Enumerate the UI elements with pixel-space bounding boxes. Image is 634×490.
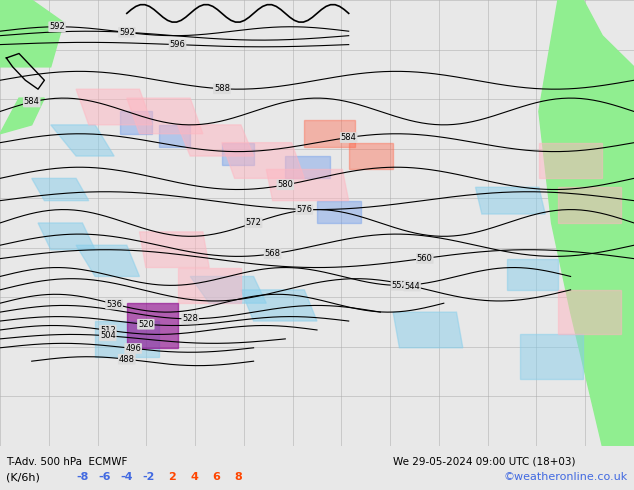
Text: 596: 596 (169, 40, 186, 49)
Polygon shape (139, 232, 209, 268)
Text: 504: 504 (100, 331, 115, 340)
Polygon shape (0, 0, 63, 67)
Polygon shape (558, 187, 621, 223)
Polygon shape (285, 156, 330, 178)
Polygon shape (158, 125, 190, 147)
Polygon shape (178, 125, 254, 156)
Polygon shape (304, 121, 355, 147)
Text: 8: 8 (235, 472, 242, 482)
Text: We 29-05-2024 09:00 UTC (18+03): We 29-05-2024 09:00 UTC (18+03) (393, 457, 576, 467)
Text: (K/6h): (K/6h) (6, 472, 40, 482)
Polygon shape (222, 143, 254, 165)
Polygon shape (558, 290, 621, 334)
Text: 544: 544 (404, 282, 420, 291)
Text: -4: -4 (120, 472, 133, 482)
Text: 6: 6 (212, 472, 220, 482)
Polygon shape (190, 276, 266, 303)
Polygon shape (222, 143, 304, 178)
Polygon shape (0, 98, 44, 134)
Text: 520: 520 (138, 320, 153, 329)
Text: 572: 572 (245, 218, 262, 227)
Text: 584: 584 (23, 98, 40, 106)
Text: 568: 568 (264, 249, 281, 258)
Polygon shape (507, 259, 558, 290)
Text: 552: 552 (392, 281, 407, 290)
Polygon shape (539, 0, 634, 446)
Polygon shape (32, 178, 89, 201)
Text: 496: 496 (125, 344, 141, 353)
Text: 584: 584 (340, 133, 357, 142)
Text: 560: 560 (417, 254, 433, 263)
Polygon shape (120, 112, 152, 134)
Text: 592: 592 (49, 22, 65, 31)
Polygon shape (539, 143, 602, 178)
Text: ©weatheronline.co.uk: ©weatheronline.co.uk (503, 472, 628, 482)
Polygon shape (266, 170, 349, 201)
Polygon shape (520, 334, 583, 379)
Polygon shape (38, 223, 95, 250)
Text: 488: 488 (119, 355, 135, 364)
Polygon shape (241, 290, 317, 321)
Polygon shape (393, 312, 463, 348)
Text: 512: 512 (100, 326, 115, 335)
Text: T-Adv. 500 hPa  ECMWF: T-Adv. 500 hPa ECMWF (6, 457, 127, 467)
Text: 576: 576 (296, 205, 313, 214)
Text: -6: -6 (98, 472, 111, 482)
Polygon shape (127, 98, 203, 134)
Polygon shape (178, 268, 241, 303)
Polygon shape (317, 201, 361, 223)
Text: 588: 588 (214, 84, 230, 93)
Polygon shape (349, 143, 393, 170)
Text: 2: 2 (168, 472, 176, 482)
Text: -8: -8 (76, 472, 89, 482)
Polygon shape (76, 245, 139, 276)
Polygon shape (127, 303, 178, 348)
Text: 536: 536 (106, 299, 122, 309)
Text: 528: 528 (182, 314, 198, 323)
Text: 592: 592 (119, 28, 134, 37)
Polygon shape (51, 125, 114, 156)
Polygon shape (476, 187, 545, 214)
Text: 4: 4 (190, 472, 198, 482)
Polygon shape (76, 89, 152, 125)
Polygon shape (95, 321, 158, 357)
Text: 580: 580 (277, 180, 294, 189)
Text: -2: -2 (143, 472, 155, 482)
